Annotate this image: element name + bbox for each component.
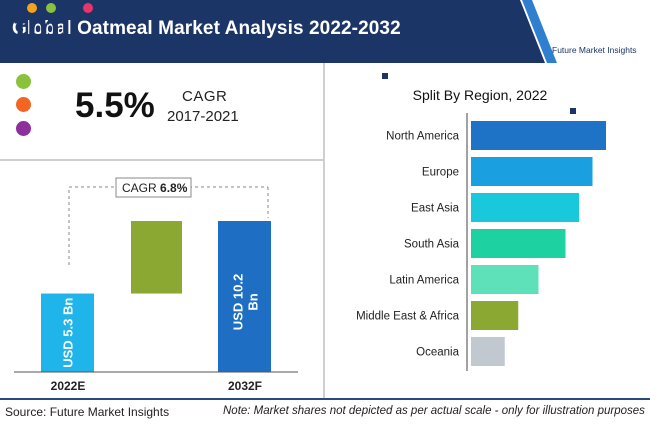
bar-label-2022E: USD 5.3 Bn xyxy=(61,298,76,368)
source-text: Source: Future Market Insights xyxy=(5,405,170,419)
region-label: Oceania xyxy=(416,347,459,359)
region-bar xyxy=(471,229,566,258)
cagr-label: CAGR xyxy=(182,88,228,105)
region-label: Europe xyxy=(422,167,459,179)
page-title: Global Oatmeal Market Analysis 2022-2032 xyxy=(12,18,401,39)
green-dot-icon xyxy=(16,74,31,89)
waterfall-chart: CAGR 6.8% USD 5.3 Bn USD 10.2 Bn 2022E 203… xyxy=(14,177,298,393)
bar-label-2032F-unit: Bn xyxy=(246,293,261,310)
region-bar xyxy=(471,265,539,294)
x-tick-2022E: 2022E xyxy=(51,379,86,393)
purple-dot-icon xyxy=(16,121,31,136)
legend-marker-2 xyxy=(570,108,576,114)
region-label: South Asia xyxy=(404,239,460,251)
logo-brand: fmi xyxy=(14,7,71,49)
annotation-value: 6.8% xyxy=(160,181,188,195)
region-bar xyxy=(471,301,519,330)
cagr-value: 5.5% xyxy=(75,86,155,125)
region-label: East Asia xyxy=(411,203,460,215)
cagr-period: 2017-2021 xyxy=(167,108,239,125)
region-label: North America xyxy=(386,131,459,143)
logo-tagline: Future Market Insights xyxy=(552,45,637,55)
legend-marker xyxy=(382,73,388,79)
bar-growth xyxy=(131,221,182,294)
header: Global Oatmeal Market Analysis 2022-2032… xyxy=(0,0,650,63)
orange-dot-icon xyxy=(16,97,31,112)
region-bar xyxy=(471,193,579,222)
header-band xyxy=(0,0,557,63)
fmi-logo: fmi xyxy=(14,3,93,49)
region-bar xyxy=(471,157,593,186)
note-text: Note: Market shares not depicted as per … xyxy=(223,405,645,417)
bar-label-2032F: USD 10.2 xyxy=(231,274,246,330)
bar-2032F xyxy=(218,221,271,372)
annotation-label: CAGR xyxy=(122,181,160,195)
bar-2022E xyxy=(41,293,94,372)
region-chart-title: Split By Region, 2022 xyxy=(413,87,548,103)
region-bar xyxy=(471,337,505,366)
region-label: Middle East & Africa xyxy=(356,311,460,323)
annotation-text: CAGR 6.8% xyxy=(122,181,188,195)
annotation-box xyxy=(115,177,192,198)
section-divider xyxy=(0,159,323,161)
x-tick-2032F: 2032F xyxy=(228,379,262,393)
region-label: Latin America xyxy=(389,275,459,287)
footer-line xyxy=(0,398,650,400)
region-bar xyxy=(471,121,606,150)
column-divider xyxy=(323,63,325,398)
region-chart: Split By Region, 2022 North America Europ… xyxy=(356,73,606,371)
